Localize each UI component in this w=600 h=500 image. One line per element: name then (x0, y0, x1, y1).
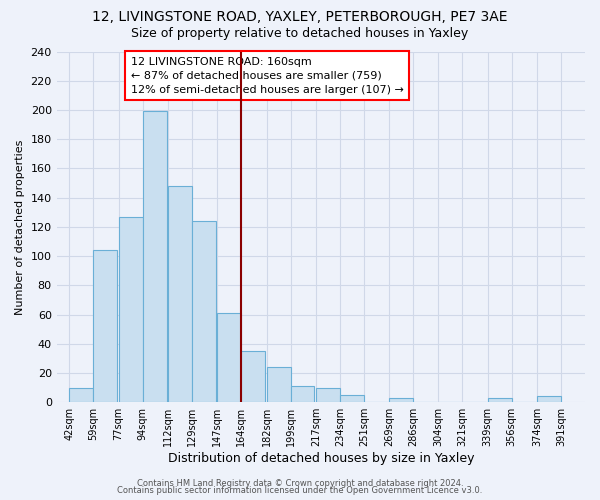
Bar (168, 186, 192, 402)
Bar (488, 398, 512, 402)
Y-axis label: Number of detached properties: Number of detached properties (15, 139, 25, 314)
Text: Contains public sector information licensed under the Open Government Licence v3: Contains public sector information licen… (118, 486, 482, 495)
Bar (316, 388, 340, 402)
Bar (93, 250, 117, 402)
Bar (119, 216, 143, 402)
Text: 12, LIVINGSTONE ROAD, YAXLEY, PETERBOROUGH, PE7 3AE: 12, LIVINGSTONE ROAD, YAXLEY, PETERBOROU… (92, 10, 508, 24)
Bar (537, 396, 561, 402)
Bar (70, 388, 93, 402)
Bar (266, 367, 290, 402)
Bar (340, 395, 364, 402)
Text: Contains HM Land Registry data © Crown copyright and database right 2024.: Contains HM Land Registry data © Crown c… (137, 478, 463, 488)
X-axis label: Distribution of detached houses by size in Yaxley: Distribution of detached houses by size … (167, 452, 474, 465)
Bar (241, 351, 265, 402)
Bar (143, 112, 167, 402)
Text: 12 LIVINGSTONE ROAD: 160sqm
← 87% of detached houses are smaller (759)
12% of se: 12 LIVINGSTONE ROAD: 160sqm ← 87% of det… (131, 57, 404, 95)
Bar (389, 398, 413, 402)
Bar (217, 313, 241, 402)
Text: Size of property relative to detached houses in Yaxley: Size of property relative to detached ho… (131, 28, 469, 40)
Bar (192, 221, 216, 402)
Bar (290, 386, 314, 402)
